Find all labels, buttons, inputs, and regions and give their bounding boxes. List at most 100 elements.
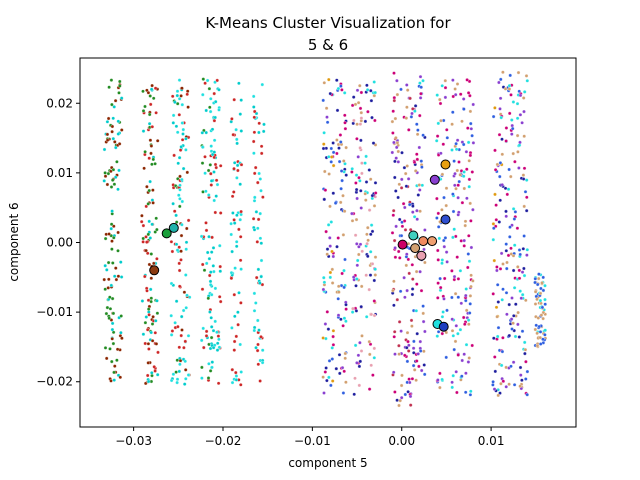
data-point: [352, 392, 356, 397]
data-point: [331, 329, 336, 333]
data-point: [453, 339, 458, 344]
data-point: [441, 142, 446, 146]
data-point: [328, 91, 333, 96]
data-point: [232, 221, 237, 225]
data-point: [229, 270, 234, 275]
data-point: [327, 172, 331, 176]
data-point: [257, 171, 261, 176]
data-point: [325, 247, 330, 251]
data-point: [215, 182, 220, 187]
data-point: [462, 170, 466, 174]
data-point: [110, 321, 115, 326]
data-point: [210, 235, 214, 240]
data-point: [143, 104, 147, 109]
data-point: [450, 269, 454, 273]
data-point: [359, 138, 363, 143]
data-point: [342, 268, 346, 273]
data-point: [230, 380, 235, 385]
data-point: [150, 371, 154, 375]
data-point: [328, 236, 332, 240]
data-point: [255, 240, 260, 244]
data-point: [496, 393, 500, 398]
data-point: [105, 138, 110, 142]
data-point: [144, 315, 149, 319]
data-point: [103, 287, 107, 291]
data-point: [110, 209, 114, 213]
data-point: [208, 346, 213, 351]
data-point: [260, 82, 265, 87]
data-point: [418, 349, 423, 353]
data-point: [455, 82, 460, 86]
data-point: [535, 282, 540, 287]
data-point: [512, 217, 517, 221]
data-point: [394, 156, 398, 160]
y-tick-label: 0.01: [46, 166, 73, 180]
data-point: [238, 235, 243, 239]
data-point: [181, 132, 185, 136]
data-point: [464, 150, 469, 154]
data-point: [539, 286, 543, 291]
data-point: [436, 296, 440, 300]
data-point: [355, 361, 359, 365]
x-tick-label: −0.01: [294, 434, 331, 448]
data-point: [239, 129, 244, 133]
data-point: [391, 109, 395, 113]
point-column: [208, 78, 223, 386]
data-point: [109, 169, 113, 174]
data-point: [395, 92, 400, 97]
data-point: [392, 330, 397, 334]
data-point: [150, 322, 155, 326]
data-point: [452, 274, 457, 279]
data-point: [419, 368, 424, 373]
data-point: [423, 228, 427, 232]
data-point: [341, 193, 345, 198]
data-point: [506, 253, 511, 258]
data-point: [252, 309, 257, 313]
data-point: [106, 116, 111, 121]
data-point: [204, 329, 209, 334]
data-point: [212, 170, 216, 174]
data-point: [169, 240, 174, 244]
data-point: [372, 356, 377, 360]
data-point: [239, 267, 243, 271]
data-point: [359, 206, 363, 210]
data-point: [452, 159, 456, 163]
data-point: [372, 80, 376, 84]
data-point: [419, 159, 424, 163]
data-point: [254, 345, 258, 350]
data-point: [174, 370, 178, 374]
data-point: [469, 273, 473, 278]
data-point: [180, 222, 184, 227]
data-point: [411, 363, 416, 368]
data-point: [110, 359, 114, 364]
data-point: [171, 121, 176, 125]
data-point: [214, 165, 218, 170]
data-point: [114, 145, 118, 150]
data-point: [239, 212, 243, 217]
data-point: [109, 185, 114, 189]
data-point: [341, 233, 346, 237]
data-point: [504, 385, 508, 389]
data-point: [208, 109, 213, 114]
data-point: [368, 273, 373, 277]
data-point: [418, 188, 422, 192]
data-point: [151, 201, 155, 205]
data-point: [238, 112, 243, 116]
data-point: [327, 359, 332, 363]
data-point: [107, 316, 111, 320]
data-point: [442, 297, 446, 301]
data-point: [395, 78, 399, 83]
data-point: [259, 335, 263, 339]
data-point: [259, 144, 264, 149]
data-point: [517, 248, 522, 252]
data-point: [411, 277, 415, 281]
data-point: [452, 347, 456, 352]
data-point: [406, 339, 410, 344]
data-point: [511, 207, 516, 211]
data-point: [217, 345, 222, 350]
data-point: [391, 370, 396, 375]
data-point: [342, 316, 347, 320]
data-point: [351, 121, 355, 126]
data-point: [199, 338, 204, 343]
data-point: [524, 208, 529, 213]
